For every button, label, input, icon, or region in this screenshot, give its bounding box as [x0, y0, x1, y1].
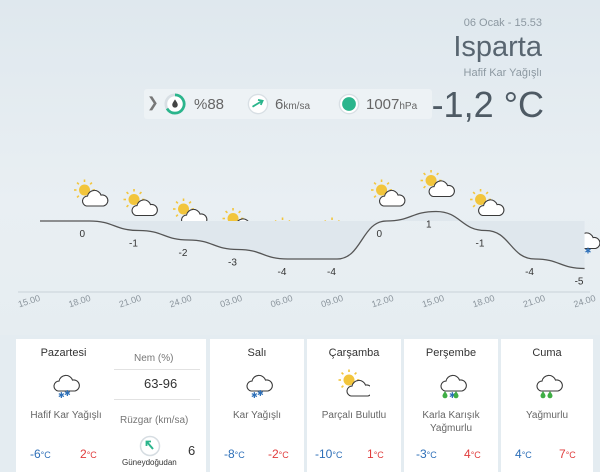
pressure-icon — [338, 93, 360, 115]
chevron-right-icon[interactable]: ❯ — [147, 94, 159, 110]
forecast-day: Perşembe — [425, 347, 477, 359]
wind-speed: 6km/sa — [275, 96, 311, 113]
humidity-range: 63-96 — [144, 376, 178, 391]
temperature-point-label: 1 — [426, 220, 432, 231]
forecast-day: Pazartesi — [40, 347, 87, 359]
svg-text:✱: ✱ — [251, 391, 258, 399]
time-tick-label: 15.00 — [421, 293, 446, 309]
snow-cloud-icon: ✱ ✱ — [246, 374, 273, 399]
wind-speed-today: 6 — [188, 443, 196, 458]
svg-text:✱: ✱ — [64, 389, 71, 398]
forecast-card-cuma[interactable]: Cuma Yağmurlu 4°C 7°C — [501, 339, 593, 472]
forecast-card-persembe[interactable]: Perşembe ✱ Karla Karışık Yağmurlu -3°C 4… — [404, 339, 498, 472]
time-tick-label: 06.00 — [269, 293, 294, 309]
forecast-high: -2°C — [268, 447, 289, 461]
forecast-description: Parçalı Bulutlu — [321, 410, 387, 421]
forecast-description: Karla Karışık Yağmurlu — [422, 410, 480, 434]
forecast-day: Cuma — [532, 347, 562, 359]
time-tick-label: 03.00 — [219, 293, 244, 309]
current-condition: Hafif Kar Yağışlı — [463, 67, 542, 79]
date-time: 06 Ocak - 15.53 — [463, 17, 542, 29]
time-tick-label: 09.00 — [320, 293, 345, 309]
svg-text:✱: ✱ — [257, 389, 264, 398]
time-tick-label: 24.00 — [168, 293, 193, 309]
city-name: Isparta — [453, 31, 542, 63]
time-tick-label: 21.00 — [522, 293, 547, 309]
rain-cloud-icon — [536, 374, 563, 399]
svg-text:✱: ✱ — [58, 391, 65, 399]
current-temperature: -1,2 °C — [431, 84, 544, 125]
forecast-card-carsamba[interactable]: Çarşamba Parçalı Bulutlu -10°C 1°C — [307, 339, 401, 472]
temperature-point-label: -1 — [129, 239, 138, 250]
partly-cloudy-icon — [420, 170, 455, 198]
current-stats-bar: ❯ %88 6km/sa 1007hPa — [144, 89, 432, 119]
svg-text:✱: ✱ — [585, 247, 592, 256]
current-weather-panel: 06 Ocak - 15.53 Isparta Hafif Kar Yağışl… — [0, 0, 600, 335]
time-tick-label: 15.00 — [17, 293, 42, 309]
partly-cloudy-icon — [74, 179, 109, 207]
forecast-low: 4°C — [515, 447, 532, 461]
time-tick-label: 18.00 — [471, 293, 496, 309]
time-tick-label: 21.00 — [118, 293, 143, 309]
wind-label: Rüzgar (km/sa) — [120, 415, 189, 426]
forecast-low: -3°C — [416, 447, 437, 461]
forecast-high: 1°C — [367, 447, 384, 461]
temperature-point-label: -4 — [525, 267, 534, 278]
snow-cloud-icon: ✱ ✱ — [53, 374, 80, 399]
svg-text:✱: ✱ — [449, 391, 456, 399]
temperature-point-label: 0 — [377, 229, 383, 240]
wind-arrow-icon — [247, 93, 269, 115]
wind-direction-text: Güneydoğudan — [122, 458, 177, 467]
forecast-description: Yağmurlu — [525, 410, 569, 421]
forecast-card-sali[interactable]: Salı ✱ ✱ Kar Yağışlı -8°C -2°C — [210, 339, 304, 472]
partly-cloudy-icon — [123, 189, 158, 217]
humidity-label: Nem (%) — [134, 353, 174, 364]
forecast-day: Salı — [247, 347, 267, 359]
divider — [114, 399, 200, 400]
time-tick-label: 12.00 — [370, 293, 395, 309]
wind-direction-icon — [139, 435, 161, 457]
temperature-line — [40, 210, 585, 270]
time-tick-label: 24.00 — [572, 293, 597, 309]
forecast-low: -6°C — [30, 447, 51, 461]
forecast-high: 4°C — [464, 447, 481, 461]
humidity-value: %88 — [194, 96, 225, 113]
daily-forecast: Pazartesi ✱ ✱ Hafif Kar Yağışlı -6°C 2°C … — [16, 339, 593, 472]
forecast-high: 2°C — [80, 447, 97, 461]
pressure-value: 1007hPa — [366, 96, 418, 113]
temperature-point-label: -4 — [327, 267, 336, 278]
forecast-description: Hafif Kar Yağışlı — [30, 410, 102, 421]
temperature-point-label: -4 — [278, 267, 287, 278]
forecast-day: Çarşamba — [328, 347, 380, 359]
temperature-point-label: -5 — [575, 277, 584, 288]
partly-cloudy-icon — [470, 189, 505, 217]
forecast-card-pazartesi[interactable]: Pazartesi ✱ ✱ Hafif Kar Yağışlı -6°C 2°C … — [16, 339, 206, 472]
divider — [114, 369, 200, 370]
forecast-low: -8°C — [224, 447, 245, 461]
temperature-point-label: -1 — [476, 239, 485, 250]
temperature-point-label: 0 — [80, 229, 86, 240]
partly-cloudy-icon — [338, 369, 370, 397]
sleet-cloud-icon: ✱ — [440, 374, 467, 399]
hourly-temperature-chart: ✱✱✱✱ 0-1-2-3-4-401-1-4-5 15.0018.0021.00… — [17, 170, 600, 309]
time-tick-label: 18.00 — [67, 293, 92, 309]
forecast-high: 7°C — [559, 447, 576, 461]
humidity-icon — [164, 93, 186, 115]
temperature-point-label: -3 — [228, 258, 237, 269]
temperature-point-label: -2 — [179, 248, 188, 259]
temperature-area — [40, 211, 585, 269]
forecast-description: Kar Yağışlı — [233, 410, 281, 421]
partly-cloudy-icon — [371, 179, 406, 207]
forecast-low: -10°C — [315, 447, 343, 461]
